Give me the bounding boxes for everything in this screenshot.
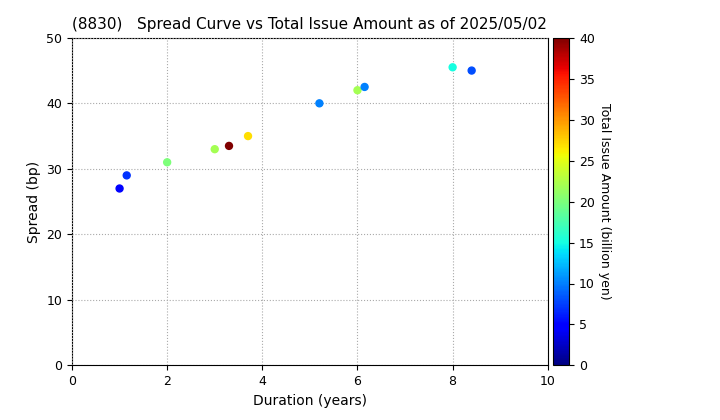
- Point: [242, 133, 253, 139]
- Point: [351, 87, 363, 94]
- Title: (8830)   Spread Curve vs Total Issue Amount as of 2025/05/02: (8830) Spread Curve vs Total Issue Amoun…: [73, 18, 547, 32]
- Point: [359, 84, 370, 90]
- Point: [121, 172, 132, 179]
- Point: [314, 100, 325, 107]
- X-axis label: Duration (years): Duration (years): [253, 394, 367, 408]
- Y-axis label: Total Issue Amount (billion yen): Total Issue Amount (billion yen): [598, 103, 611, 300]
- Point: [114, 185, 125, 192]
- Point: [447, 64, 459, 71]
- Point: [209, 146, 220, 152]
- Point: [161, 159, 173, 165]
- Point: [466, 67, 477, 74]
- Y-axis label: Spread (bp): Spread (bp): [27, 160, 41, 243]
- Point: [223, 142, 235, 149]
